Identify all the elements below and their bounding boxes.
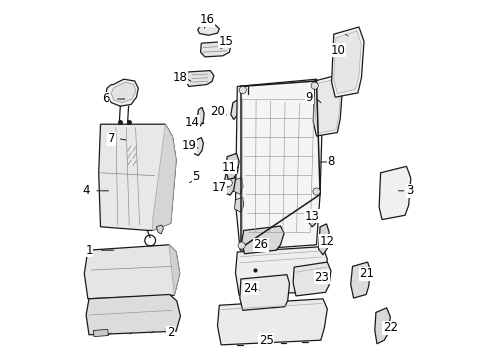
Polygon shape [168, 245, 179, 295]
Text: 6: 6 [102, 93, 109, 105]
Text: 20: 20 [210, 105, 224, 118]
Text: 8: 8 [326, 156, 334, 168]
Text: 15: 15 [218, 35, 233, 48]
Text: 23: 23 [314, 271, 328, 284]
Polygon shape [241, 226, 284, 254]
Polygon shape [292, 262, 330, 296]
Polygon shape [350, 262, 370, 298]
Text: 18: 18 [172, 71, 187, 84]
Polygon shape [197, 24, 219, 35]
Text: 5: 5 [192, 170, 199, 183]
Text: 19: 19 [181, 139, 196, 152]
Polygon shape [235, 247, 326, 295]
Polygon shape [152, 124, 176, 230]
Polygon shape [318, 224, 328, 255]
Polygon shape [374, 308, 389, 344]
Polygon shape [200, 41, 230, 57]
Text: 12: 12 [319, 235, 334, 248]
Text: 13: 13 [304, 210, 319, 222]
Text: 26: 26 [253, 238, 267, 251]
Polygon shape [333, 31, 361, 94]
Circle shape [238, 242, 244, 249]
Polygon shape [224, 172, 235, 195]
Text: 10: 10 [330, 44, 345, 57]
Text: 25: 25 [258, 334, 273, 347]
Polygon shape [194, 138, 203, 156]
Polygon shape [239, 275, 289, 310]
Text: 3: 3 [406, 184, 413, 197]
Text: 22: 22 [382, 321, 397, 334]
Polygon shape [234, 197, 244, 212]
Text: 14: 14 [184, 116, 200, 129]
Polygon shape [378, 166, 410, 220]
Polygon shape [232, 178, 243, 194]
Text: 2: 2 [166, 327, 174, 339]
Circle shape [312, 188, 320, 195]
Polygon shape [156, 225, 163, 234]
Polygon shape [93, 329, 108, 337]
Circle shape [310, 82, 318, 89]
Polygon shape [197, 107, 204, 127]
Text: 16: 16 [199, 13, 214, 26]
Text: 24: 24 [243, 282, 258, 294]
Polygon shape [235, 79, 322, 250]
Polygon shape [313, 75, 342, 136]
Text: 11: 11 [222, 161, 236, 174]
Polygon shape [331, 27, 363, 97]
Polygon shape [230, 100, 239, 120]
Polygon shape [86, 294, 180, 335]
Polygon shape [309, 211, 317, 227]
Polygon shape [315, 78, 340, 133]
Polygon shape [217, 299, 326, 345]
Circle shape [239, 86, 246, 94]
Polygon shape [111, 82, 136, 103]
Text: 4: 4 [82, 184, 90, 197]
Polygon shape [106, 79, 138, 106]
Text: 9: 9 [305, 91, 312, 104]
Polygon shape [99, 124, 176, 230]
Text: 21: 21 [359, 267, 374, 280]
Text: 17: 17 [211, 181, 226, 194]
Polygon shape [225, 153, 239, 179]
Polygon shape [84, 245, 179, 299]
Circle shape [224, 179, 232, 186]
Text: 7: 7 [107, 132, 115, 145]
Polygon shape [186, 71, 213, 86]
Text: 1: 1 [85, 244, 93, 257]
